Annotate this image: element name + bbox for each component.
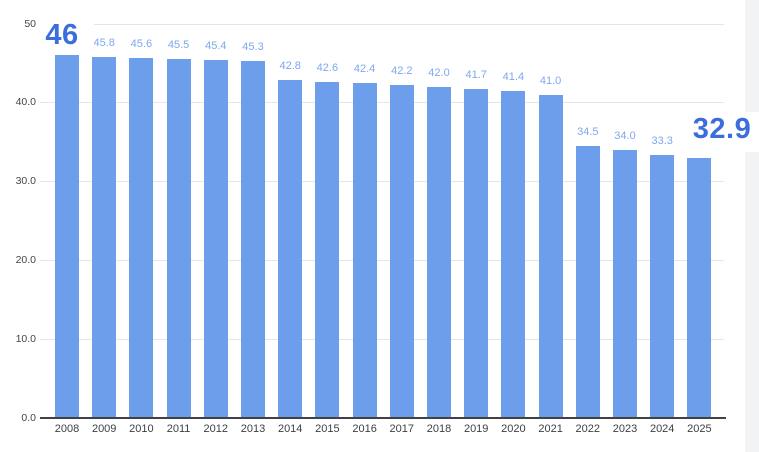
y-axis-tick-label-40.0: 40.0 bbox=[15, 96, 36, 109]
gridline-40 bbox=[40, 102, 724, 104]
x-axis-label-2015: 2015 bbox=[315, 423, 340, 435]
bar-2011[interactable] bbox=[166, 59, 191, 418]
x-axis-label-2012: 2012 bbox=[203, 423, 229, 435]
emphasized-label-backer-last bbox=[684, 112, 759, 152]
x-axis-label-2008: 2008 bbox=[54, 423, 80, 435]
bar-2012[interactable] bbox=[203, 59, 228, 418]
bar-2009[interactable] bbox=[92, 56, 117, 418]
x-axis-label-2025: 2025 bbox=[687, 423, 712, 435]
bar-2023[interactable] bbox=[613, 149, 637, 418]
y-axis-tick-label-20.0: 20.0 bbox=[15, 254, 36, 267]
x-axis-label-2018: 2018 bbox=[426, 423, 452, 435]
bar-value-label-2013: 45.3 bbox=[242, 40, 264, 53]
x-axis-line bbox=[40, 417, 726, 419]
emphasized-value-label-2008: 46 bbox=[45, 19, 79, 51]
bar-2024[interactable] bbox=[650, 155, 675, 418]
bar-2010[interactable] bbox=[129, 58, 154, 418]
bar-2017[interactable] bbox=[389, 85, 414, 418]
x-axis-label-2013: 2013 bbox=[240, 423, 266, 435]
emphasized-value-label-2025: 32.9 bbox=[692, 113, 752, 145]
bar-value-label-2021: 41.0 bbox=[539, 74, 562, 87]
bar-2020[interactable] bbox=[501, 91, 526, 418]
bar-2016[interactable] bbox=[352, 83, 377, 418]
emphasized-label-backer-first bbox=[36, 18, 94, 52]
bar-value-label-2024: 33.3 bbox=[651, 135, 673, 148]
bar-value-label-2016: 42.4 bbox=[353, 63, 376, 76]
bar-value-label-2012: 45.4 bbox=[205, 39, 227, 52]
bar-value-label-2020: 41.4 bbox=[502, 71, 525, 84]
x-axis-label-2021: 2021 bbox=[538, 423, 563, 435]
bar-2013[interactable] bbox=[241, 60, 265, 418]
x-axis-label-2009: 2009 bbox=[91, 423, 117, 435]
bar-value-label-2022: 34.5 bbox=[577, 125, 599, 138]
bar-value-label-2010: 45.6 bbox=[130, 38, 153, 51]
x-axis-label-2017: 2017 bbox=[389, 423, 415, 435]
y-axis-tick-label-30.0: 30.0 bbox=[15, 175, 36, 188]
x-axis-label-2010: 2010 bbox=[129, 423, 154, 435]
x-axis-label-2020: 2020 bbox=[501, 423, 526, 435]
bar-2015[interactable] bbox=[315, 81, 340, 418]
bar-value-label-2014: 42.8 bbox=[279, 60, 301, 73]
gridline-10 bbox=[40, 339, 724, 341]
bar-2025[interactable] bbox=[687, 158, 712, 418]
bar-2018[interactable] bbox=[427, 86, 451, 418]
x-axis-label-2011: 2011 bbox=[166, 423, 191, 435]
y-axis-tick-label-0.0: 0.0 bbox=[21, 412, 36, 424]
bar-value-label-2019: 41.7 bbox=[465, 68, 487, 81]
bar-2019[interactable] bbox=[464, 88, 489, 418]
y-axis-tick-label-10.0: 10.0 bbox=[15, 333, 36, 346]
x-axis-label-2022: 2022 bbox=[575, 423, 601, 435]
bar-value-label-2009: 45.8 bbox=[93, 36, 115, 49]
bar-2014[interactable] bbox=[278, 80, 303, 418]
x-axis-label-2024: 2024 bbox=[649, 423, 675, 435]
x-axis-label-2023: 2023 bbox=[612, 423, 638, 435]
gridline-50 bbox=[40, 23, 724, 25]
x-axis-label-2014: 2014 bbox=[277, 423, 303, 435]
page-background-strip bbox=[745, 0, 759, 452]
bar-value-label-2023: 34.0 bbox=[614, 129, 636, 142]
y-axis-tick-label-50: 50 bbox=[24, 17, 36, 30]
gridline-30 bbox=[40, 181, 724, 183]
gridline-20 bbox=[40, 260, 724, 262]
bar-value-label-2017: 42.2 bbox=[391, 65, 413, 78]
bar-2021[interactable] bbox=[538, 94, 563, 418]
bar-2008[interactable] bbox=[55, 55, 79, 418]
bar-2022[interactable] bbox=[575, 145, 600, 418]
bar-value-label-2018: 42.0 bbox=[428, 66, 450, 79]
bar-value-label-2011: 45.5 bbox=[167, 39, 190, 51]
x-axis-label-2019: 2019 bbox=[463, 423, 489, 435]
x-axis-label-2016: 2016 bbox=[352, 423, 377, 435]
bar-value-label-2015: 42.6 bbox=[316, 61, 339, 74]
